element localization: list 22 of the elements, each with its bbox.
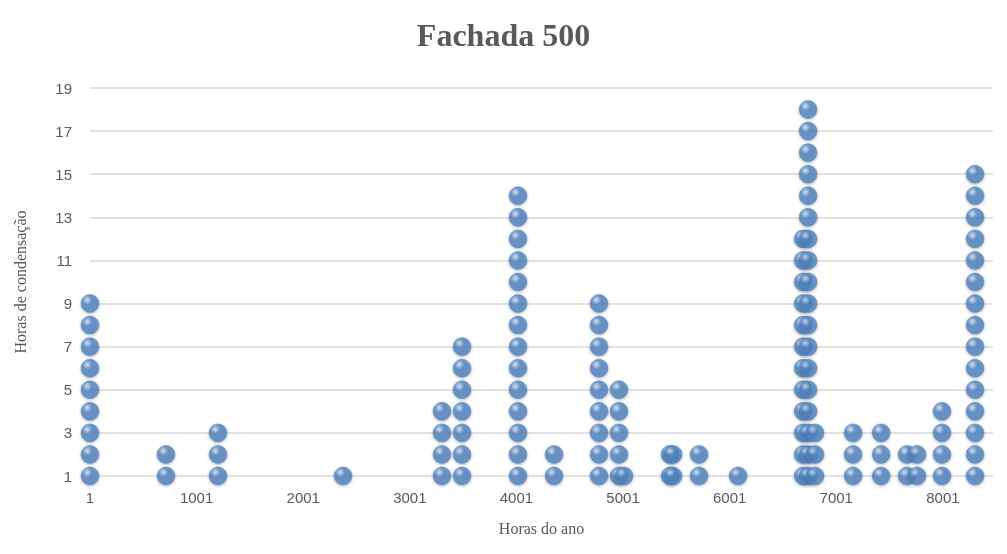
- x-tick-label: 4001: [499, 489, 534, 506]
- y-tick-label: 17: [55, 122, 72, 140]
- y-tick-label: 1: [63, 467, 72, 485]
- x-tick-label: 3001: [393, 489, 427, 506]
- y-tick-label: 11: [56, 251, 72, 269]
- x-tick-label: 1: [85, 489, 95, 506]
- y-tick-label: 7: [63, 338, 72, 356]
- x-axis-title: Horas do ano: [498, 519, 585, 537]
- chart-title: Fachada 500: [416, 17, 591, 53]
- y-tick-label: 5: [63, 381, 72, 399]
- x-tick-label: 8001: [926, 489, 960, 506]
- y-tick-label: 13: [55, 208, 72, 226]
- x-tick-label: 1001: [179, 489, 214, 506]
- y-tick-label: 19: [55, 79, 72, 97]
- y-tick-label: 9: [63, 295, 72, 313]
- y-axis-title: Horas de condensação: [11, 210, 30, 354]
- y-tick-label: 3: [63, 424, 72, 442]
- x-tick-label: 5001: [606, 489, 640, 506]
- x-tick-label: 7001: [819, 489, 853, 506]
- y-tick-label: 15: [55, 165, 72, 183]
- x-tick-label: 6001: [712, 489, 747, 506]
- x-tick-label: 2001: [286, 489, 320, 506]
